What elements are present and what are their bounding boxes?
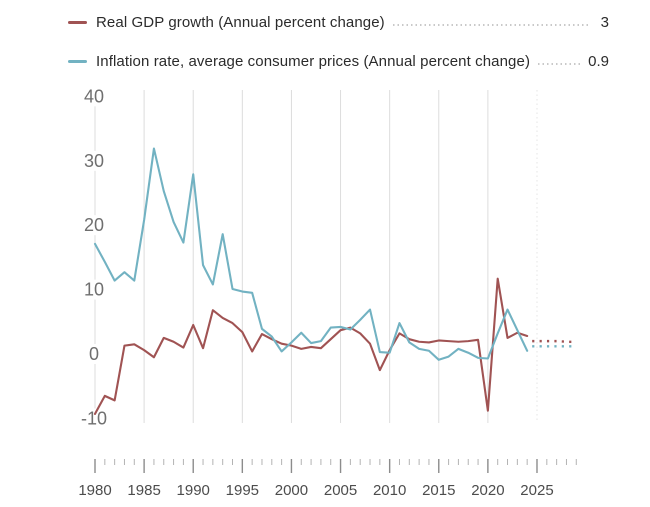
inflation-series-swatch <box>68 59 87 63</box>
y-label-mask-10 <box>74 279 114 300</box>
x-axis-label-1990: 1990 <box>177 482 210 499</box>
x-axis-label-2015: 2015 <box>422 482 455 499</box>
x-axis-label-2020: 2020 <box>471 482 504 499</box>
y-label-mask-0 <box>74 344 114 364</box>
leader-dots-inflation <box>538 63 581 65</box>
legend-label-gdp: Real GDP growth (Annual percent change) <box>96 13 385 31</box>
legend-value-inflation: 0.9 <box>588 52 609 70</box>
y-axis-label-0: 0 <box>89 344 99 364</box>
x-axis-label-2025: 2025 <box>520 482 553 499</box>
gdp-series-swatch <box>68 20 87 24</box>
x-axis-label-2010: 2010 <box>373 482 406 499</box>
y-axis-label-40: 40 <box>84 86 104 106</box>
y-axis-label-10: 10 <box>84 280 104 300</box>
legend-item-real-gdp-growth[interactable]: Real GDP growth (Annual percent change) … <box>68 13 609 31</box>
chart-legend: Real GDP growth (Annual percent change) … <box>68 13 609 70</box>
y-label-mask-40 <box>74 86 114 107</box>
y-label-mask-30 <box>74 150 114 171</box>
real-gdp-growth-forecast-line <box>532 339 577 343</box>
y-label-mask--10 <box>74 408 114 429</box>
y-label-mask-20 <box>74 215 114 236</box>
legend-item-inflation-rate[interactable]: Inflation rate, average consumer prices … <box>68 52 609 70</box>
real-gdp-growth-line[interactable] <box>93 277 529 415</box>
x-axis-label-2000: 2000 <box>275 482 308 499</box>
y-axis-label-30: 30 <box>84 151 104 171</box>
x-axis-label-1995: 1995 <box>226 482 259 499</box>
x-axis-label-1985: 1985 <box>127 482 160 499</box>
y-axis-label--10: -10 <box>81 408 107 428</box>
x-axis-label-2005: 2005 <box>324 482 357 499</box>
legend-label-inflation: Inflation rate, average consumer prices … <box>96 52 531 70</box>
inflation-rate-line[interactable] <box>93 147 529 361</box>
legend-value-gdp: 3 <box>600 13 609 31</box>
x-axis-label-1980: 1980 <box>78 482 111 499</box>
leader-dots-gdp <box>392 24 589 26</box>
y-axis-label-20: 20 <box>84 215 104 235</box>
